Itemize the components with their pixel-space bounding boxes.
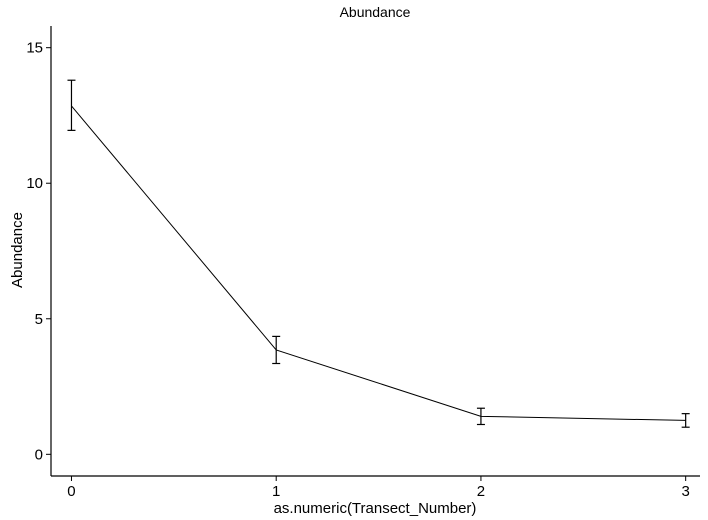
x-tick-label: 3 (681, 483, 689, 500)
chart-title: Abundance (340, 4, 411, 20)
y-tick-label: 15 (26, 40, 43, 57)
error-bar (681, 413, 690, 428)
y-axis-title: Abundance (9, 212, 26, 288)
x-tick-label: 0 (67, 483, 75, 500)
series-line (71, 105, 686, 421)
plot-area (67, 79, 690, 428)
y-axis-ticks: 0 5 10 15 (26, 40, 51, 463)
x-tick-label: 1 (272, 483, 280, 500)
error-bar (67, 79, 76, 131)
y-tick-label: 10 (26, 175, 43, 192)
x-axis-title: as.numeric(Transect_Number) (274, 500, 477, 517)
error-bar (476, 407, 485, 426)
x-axis-ticks: 0 1 2 3 (67, 476, 690, 500)
y-tick-label: 0 (35, 446, 43, 463)
x-tick-label: 2 (477, 483, 485, 500)
y-tick-label: 5 (35, 311, 43, 328)
error-bar (272, 335, 281, 365)
